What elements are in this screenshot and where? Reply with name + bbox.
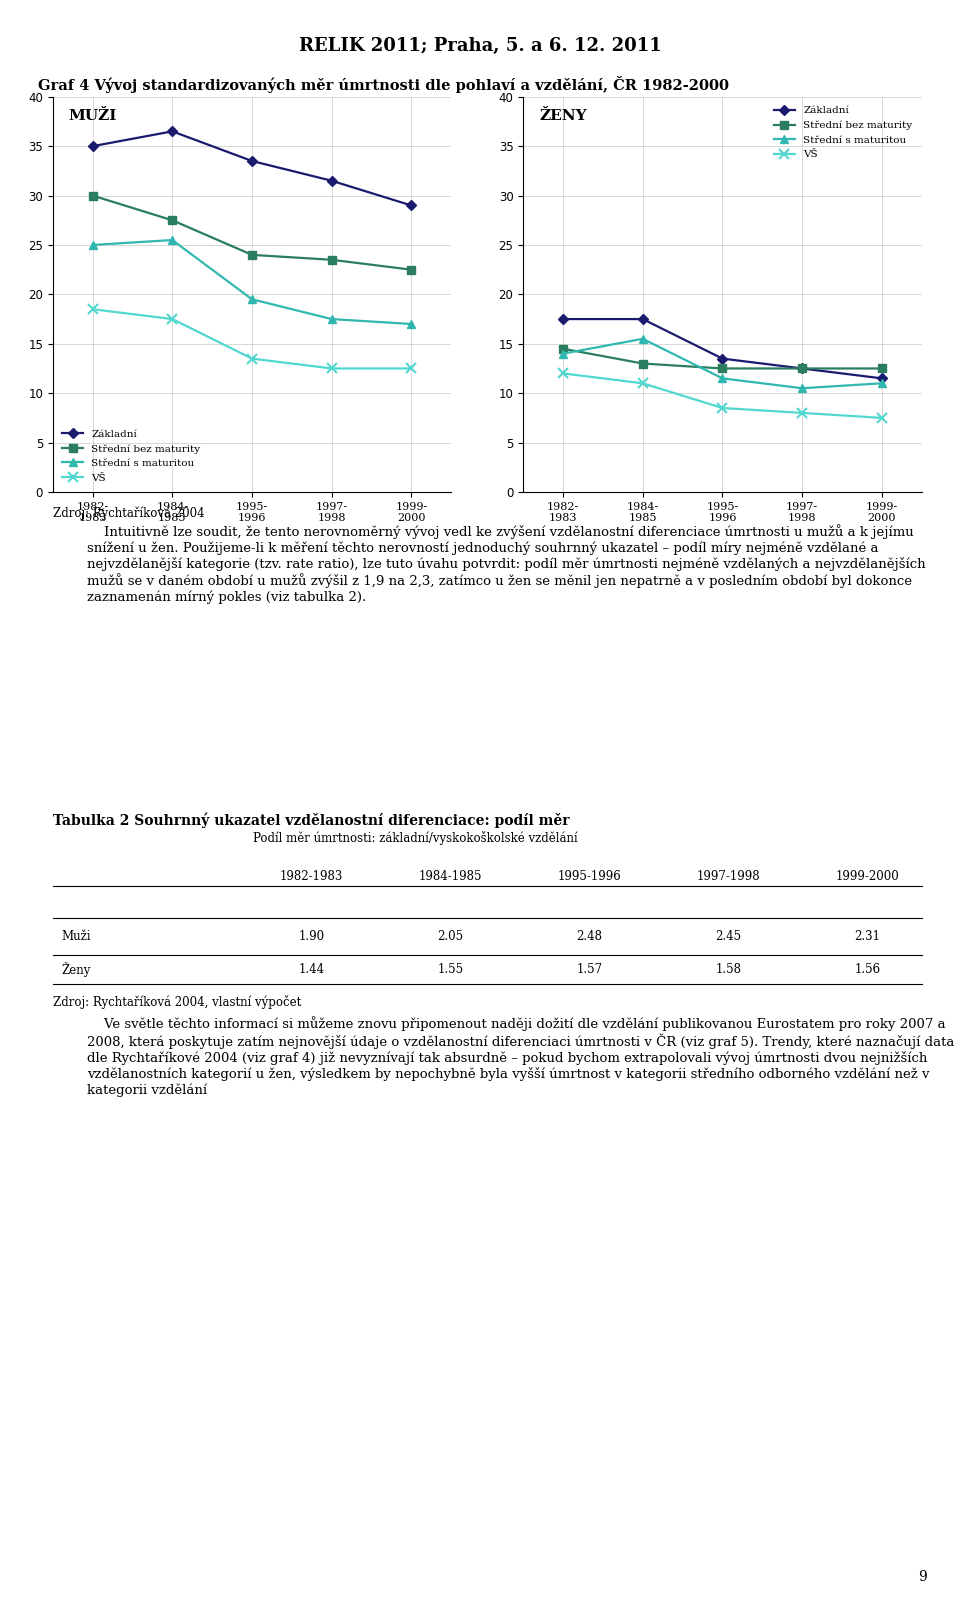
Text: 1.90: 1.90 [299,931,324,944]
Text: 1.58: 1.58 [715,963,741,976]
Text: 1982-1983: 1982-1983 [279,869,343,882]
Text: Intuitivně lze soudit, že tento nerovnoměrný vývoj vedl ke zvýšení vzdělanostní : Intuitivně lze soudit, že tento nerovnom… [87,524,926,603]
Text: 9: 9 [918,1569,926,1584]
Text: Zdroj: Rychtaříková 2004, vlastní výpočet: Zdroj: Rychtaříková 2004, vlastní výpoče… [53,995,301,1010]
Text: 1997-1998: 1997-1998 [696,869,760,882]
Text: 1.44: 1.44 [299,963,324,976]
Text: 1984-1985: 1984-1985 [419,869,482,882]
Text: 1995-1996: 1995-1996 [558,869,621,882]
Text: ŽENY: ŽENY [540,108,587,123]
Text: 2.31: 2.31 [854,931,880,944]
Text: Podíl měr úmrtnosti: základní/vyskokoškolské vzdělání: Podíl měr úmrtnosti: základní/vyskokoško… [252,831,577,845]
Text: 2.48: 2.48 [576,931,602,944]
Legend: Základní, Střední bez maturity, Střední s maturitou, VŠ: Základní, Střední bez maturity, Střední … [770,102,917,163]
Text: Muži: Muži [61,931,91,944]
Text: RELIK 2011; Praha, 5. a 6. 12. 2011: RELIK 2011; Praha, 5. a 6. 12. 2011 [299,37,661,55]
Text: Ženy: Ženy [61,963,91,977]
Text: 1.55: 1.55 [437,963,464,976]
Legend: Základní, Střední bez maturity, Střední s maturitou, VŠ: Základní, Střední bez maturity, Střední … [58,426,204,487]
Text: 1.56: 1.56 [854,963,880,976]
Text: Ve světle těchto informací si můžeme znovu připomenout naději dožití dle vzdělán: Ve světle těchto informací si můžeme zno… [87,1016,955,1097]
Text: Zdroj: Rychtaříková 2004: Zdroj: Rychtaříková 2004 [53,506,204,519]
Text: 2.45: 2.45 [715,931,741,944]
Text: MUŽI: MUŽI [69,108,117,123]
Text: 1999-2000: 1999-2000 [835,869,900,882]
Text: Graf 4 Vývoj standardizovaných měr úmrtnosti dle pohlaví a vzdělání, ČR 1982-200: Graf 4 Vývoj standardizovaných měr úmrtn… [38,76,730,94]
Text: 1.57: 1.57 [576,963,602,976]
Text: Tabulka 2 Souhrnný ukazatel vzdělanostní diferenciace: podíl měr: Tabulka 2 Souhrnný ukazatel vzdělanostní… [53,813,569,829]
Text: 2.05: 2.05 [437,931,464,944]
